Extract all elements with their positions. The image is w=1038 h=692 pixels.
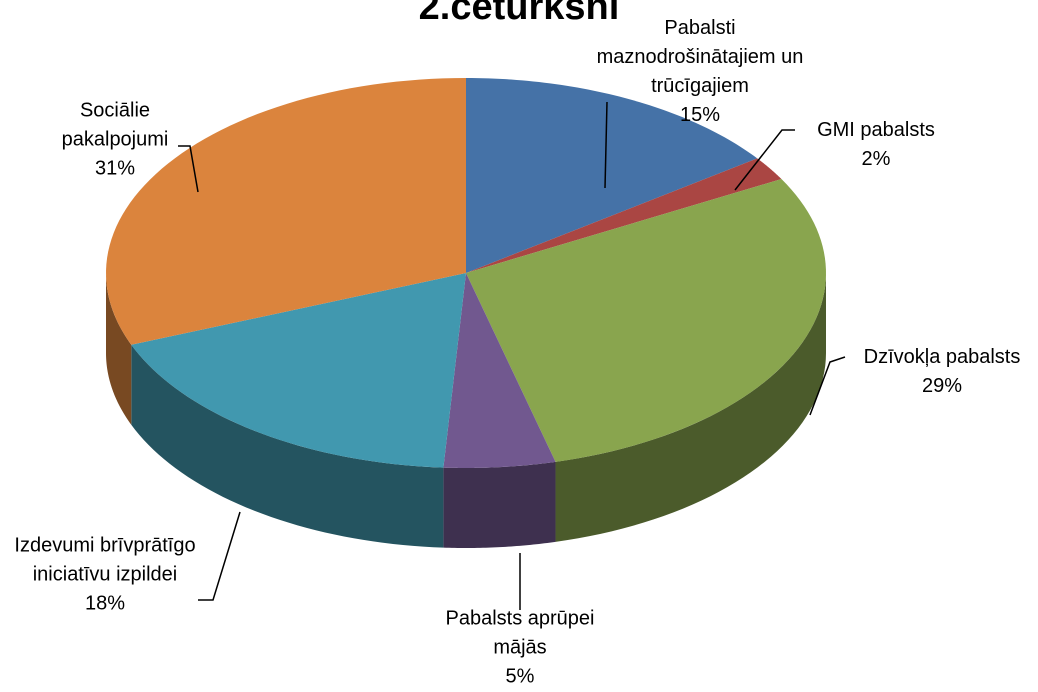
data-label: GMI pabalsts 2%	[786, 116, 966, 174]
pie-slice	[466, 158, 782, 273]
pie-slice	[466, 179, 826, 462]
pie-slice	[466, 78, 758, 273]
pie-side	[555, 273, 826, 542]
pie-slice	[443, 273, 556, 468]
data-label: Pabalsti maznodrošinātajiem un trūcīgaji…	[590, 14, 810, 130]
category-label: Pabalsti maznodrošinātajiem un trūcīgaji…	[596, 17, 804, 97]
category-label: GMI pabalsts	[817, 119, 935, 141]
chart-title: 2.ceturksnī	[418, 0, 620, 28]
leader-line	[809, 356, 846, 416]
leader-lines	[178, 101, 846, 610]
pie-tops	[106, 78, 826, 468]
value-label: 29%	[921, 375, 963, 397]
pie-side	[131, 344, 444, 548]
pie-side	[443, 461, 556, 548]
data-label: Izdevumi brīvprātīgo iniciatīvu izpildei…	[0, 532, 210, 619]
value-label: 31%	[94, 157, 136, 180]
leader-line	[178, 145, 199, 193]
data-label: Dzīvokļa pabalsts 29%	[832, 343, 1038, 401]
pie-slice	[106, 78, 466, 345]
data-label: Sociālie pakalpojumi 31%	[35, 97, 195, 184]
category-label: Dzīvokļa pabalsts	[863, 346, 1021, 368]
value-label: 2%	[861, 148, 891, 170]
leader-line	[604, 101, 608, 189]
pie-sides	[106, 273, 826, 548]
leader-line	[198, 511, 241, 601]
value-label: 15%	[679, 104, 721, 126]
leader-line	[734, 129, 795, 191]
category-label: Izdevumi brīvprātīgo iniciatīvu izpildei	[14, 534, 196, 586]
value-label: 18%	[84, 592, 126, 615]
pie-side	[106, 273, 132, 425]
data-label: Pabalsts aprūpei mājās 5%	[420, 605, 620, 692]
pie-slice	[131, 273, 467, 468]
category-label: Sociālie pakalpojumi	[61, 99, 169, 151]
value-label: 5%	[505, 665, 535, 688]
category-label: Pabalsts aprūpei mājās	[445, 607, 595, 659]
